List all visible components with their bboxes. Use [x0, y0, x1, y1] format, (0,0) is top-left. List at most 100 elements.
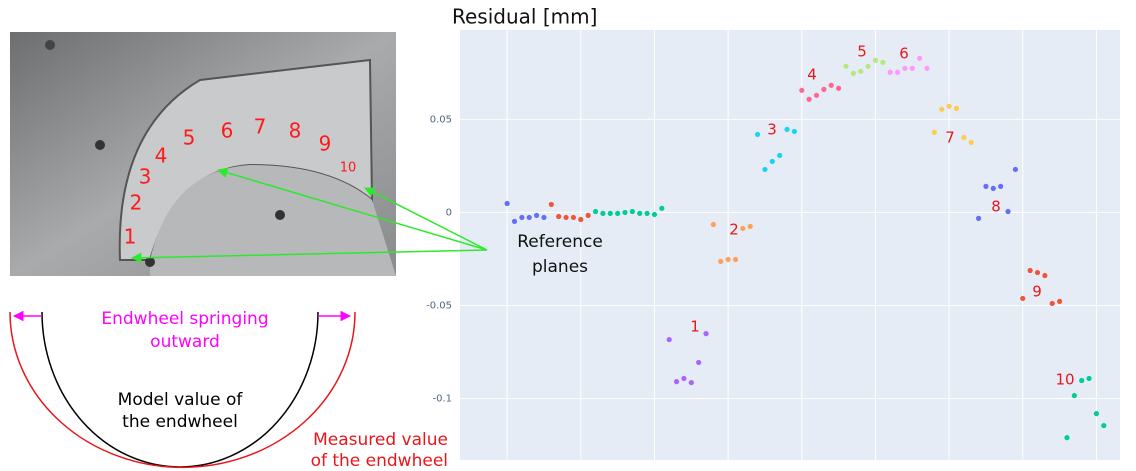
point [1079, 378, 1084, 383]
point [600, 211, 605, 216]
y-tick-label: 0.05 [430, 114, 452, 125]
group-label: 5 [857, 43, 867, 61]
point [512, 219, 517, 224]
point [549, 202, 554, 207]
point [718, 259, 723, 264]
group-label: 2 [729, 221, 739, 239]
point [1086, 376, 1091, 381]
group-label: 3 [767, 121, 777, 139]
point [799, 88, 804, 93]
point [608, 211, 613, 216]
point [888, 70, 893, 75]
point [1050, 301, 1055, 306]
point [586, 213, 591, 218]
point [814, 93, 819, 98]
point [910, 66, 915, 71]
photo-label: 3 [139, 165, 152, 189]
point [659, 206, 664, 211]
point [873, 58, 878, 63]
group-label: 1 [690, 318, 700, 336]
point [807, 97, 812, 102]
point [703, 331, 708, 336]
point [637, 211, 642, 216]
point [652, 212, 657, 217]
point [880, 60, 885, 65]
point [777, 153, 782, 158]
photo-label: 5 [183, 126, 196, 150]
point [505, 201, 510, 206]
group-label: 7 [945, 129, 955, 147]
text-line: Model value of [118, 390, 244, 410]
point [784, 127, 789, 132]
point [755, 132, 760, 137]
outward-label: Endwheel springingoutward [101, 309, 268, 352]
point [674, 379, 679, 384]
group-label: 4 [807, 66, 817, 84]
point [733, 257, 738, 262]
photo-label: 4 [155, 144, 168, 168]
point [836, 86, 841, 91]
point [527, 215, 532, 220]
point [1094, 411, 1099, 416]
point [770, 159, 775, 164]
point [983, 184, 988, 189]
photo-label: 8 [289, 119, 302, 143]
point [1005, 209, 1010, 214]
photo-label: 1 [124, 225, 137, 249]
point [843, 64, 848, 69]
point [1101, 423, 1106, 428]
point [924, 66, 929, 71]
text-line: planes [532, 257, 588, 277]
point [1013, 167, 1018, 172]
point [1035, 270, 1040, 275]
point [1028, 268, 1033, 273]
point [1057, 299, 1062, 304]
point [696, 360, 701, 365]
point [1042, 273, 1047, 278]
text-line: Reference [517, 232, 603, 252]
photo-label: 10 [340, 161, 357, 176]
point [954, 106, 959, 111]
point [961, 135, 966, 140]
point [711, 222, 716, 227]
point [740, 226, 745, 231]
y-tick-label: -0.05 [426, 300, 452, 311]
point [792, 129, 797, 134]
point [622, 210, 627, 215]
point [1020, 296, 1025, 301]
y-tick-label: -0.1 [432, 394, 452, 405]
point [681, 376, 686, 381]
photo-label: 9 [319, 132, 332, 156]
text-line: the endwheel [122, 412, 238, 432]
text-line: Measured value [313, 430, 448, 450]
chart-title: Residual [mm] [452, 5, 597, 29]
text-line: outward [150, 332, 220, 352]
point [917, 56, 922, 61]
point [947, 104, 952, 109]
point [762, 167, 767, 172]
point [821, 87, 826, 92]
group-label: 9 [1032, 283, 1042, 301]
point [851, 71, 856, 76]
point [571, 215, 576, 220]
group-label: 8 [991, 198, 1001, 216]
point [563, 215, 568, 220]
point [726, 257, 731, 262]
photo-label: 2 [130, 191, 143, 215]
point [689, 380, 694, 385]
photo [10, 32, 396, 276]
photo-label: 7 [254, 115, 267, 139]
group-label: 6 [899, 45, 909, 63]
point [991, 186, 996, 191]
text-line: of the endwheel [311, 451, 448, 471]
photo-label: 6 [221, 119, 234, 143]
point [615, 211, 620, 216]
y-tick-label: 0 [446, 207, 452, 218]
point [748, 224, 753, 229]
figure: 12345678910 Endwheel springingoutward Mo… [0, 0, 1136, 471]
point [939, 107, 944, 112]
point [1064, 435, 1069, 440]
point [998, 184, 1003, 189]
